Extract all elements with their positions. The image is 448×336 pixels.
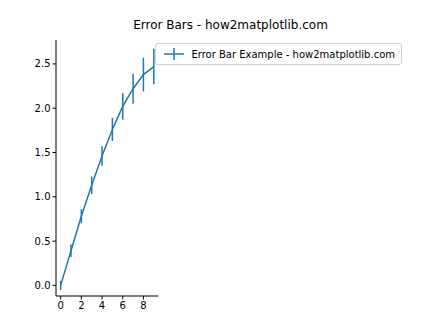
svg-text:0: 0 <box>57 300 63 311</box>
html-text:Error Bar Example - how2matplo: Error Bar Example - how2matplotlib.com <box>191 48 395 60</box>
html-text:Error Bars - how2matplotlib.co: Error Bars - how2matplotlib.com <box>133 18 328 32</box>
svg-text:1.5: 1.5 <box>35 147 51 158</box>
svg-text:1.0: 1.0 <box>35 191 51 202</box>
svg-text:8: 8 <box>140 300 146 311</box>
svg-text:6: 6 <box>120 300 126 311</box>
svg-text:2.0: 2.0 <box>35 103 51 114</box>
svg-text:2: 2 <box>78 300 84 311</box>
svg-text:4: 4 <box>99 300 105 311</box>
svg-text:0.5: 0.5 <box>35 236 51 247</box>
svg-text:2.5: 2.5 <box>35 58 51 69</box>
svg-text:0.0: 0.0 <box>35 280 51 291</box>
